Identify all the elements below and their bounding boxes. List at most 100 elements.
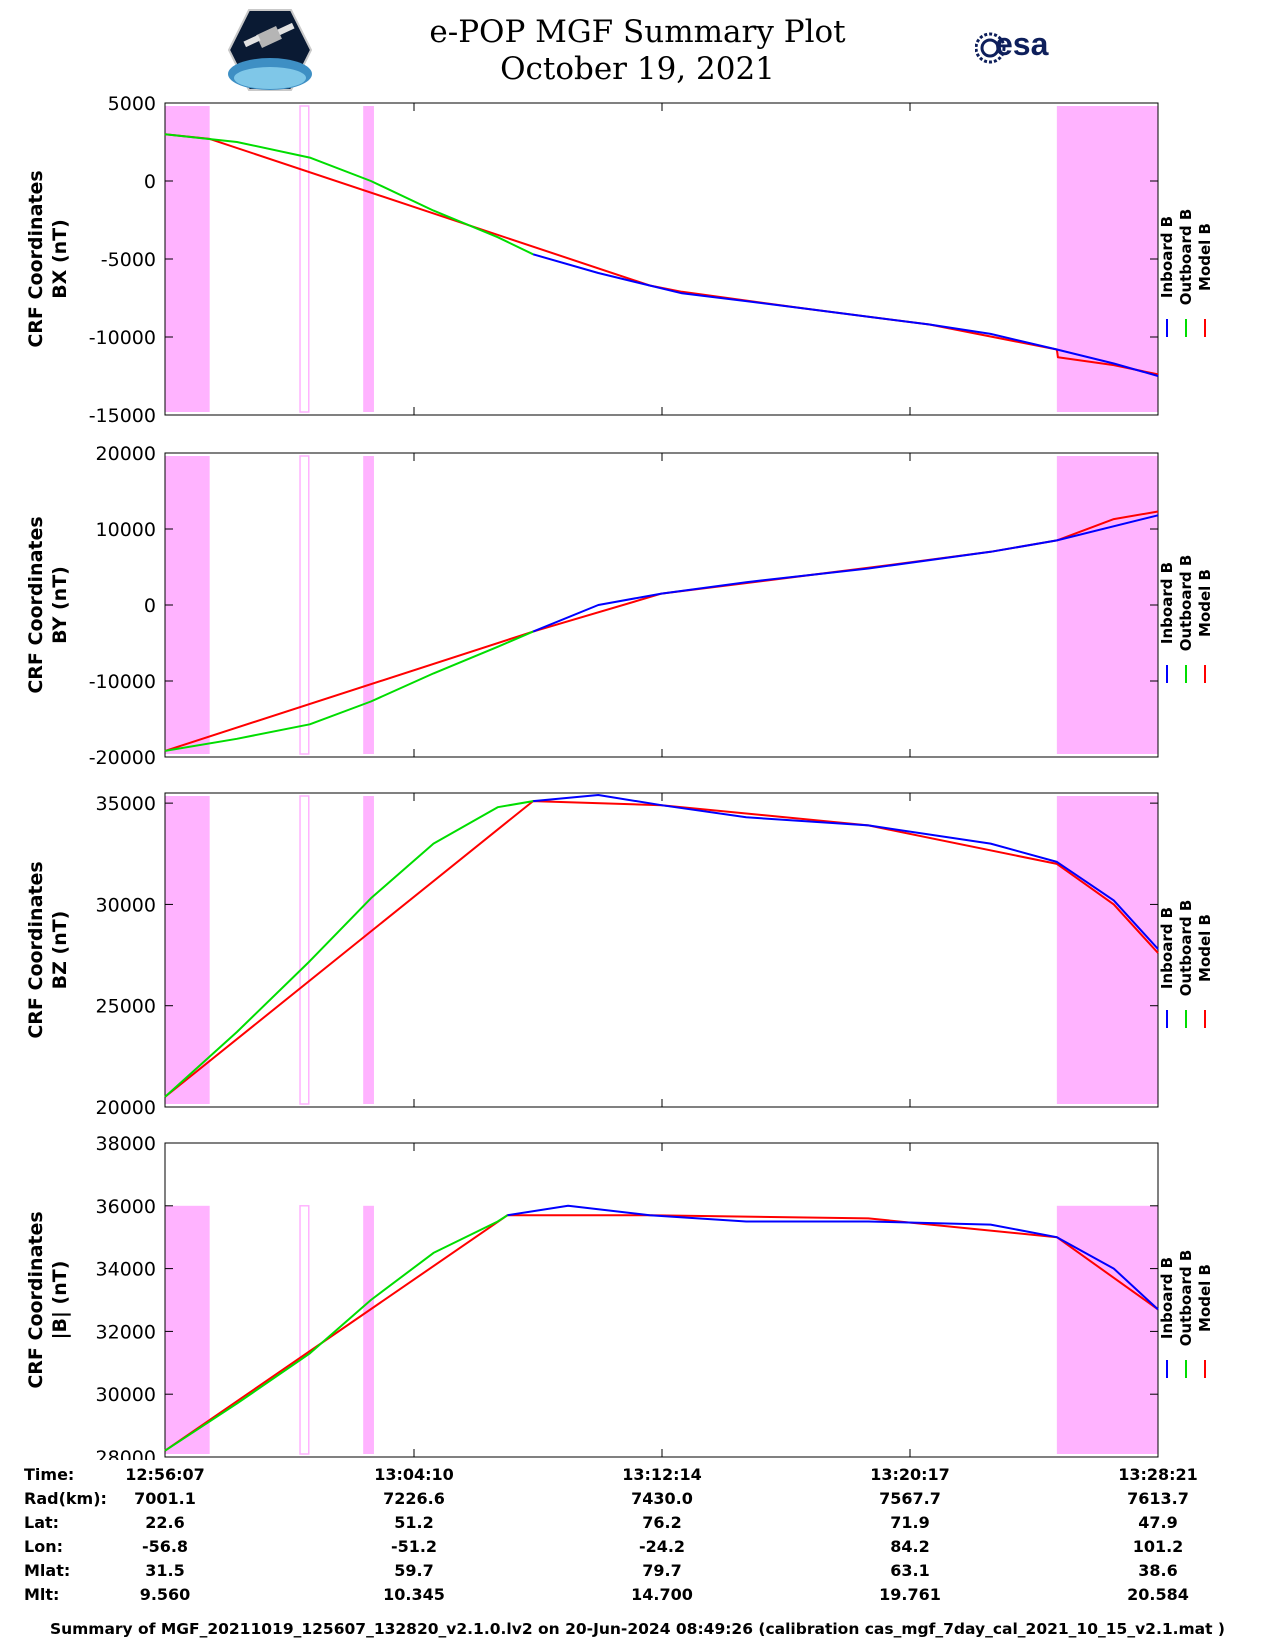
legend-label: Outboard B <box>1177 209 1195 306</box>
shaded-region <box>363 796 374 1104</box>
esa-logo-text: esa <box>995 26 1049 62</box>
info-row-label: Mlat: <box>24 1561 71 1580</box>
y-tick-label: 32000 <box>96 1321 156 1343</box>
y-tick-label: 10000 <box>96 519 156 541</box>
shaded-region <box>1056 456 1158 754</box>
y-axis-label-line: |B| (nT) <box>49 1261 71 1340</box>
info-cell: -56.8 <box>141 1537 189 1556</box>
panel-2: 20000 10000 0 -10000 -20000 CRF Coordinates BY… <box>25 443 1214 769</box>
y-axis-label-line: CRF Coordinates <box>25 170 47 347</box>
y-axis-label-line: BX (nT) <box>49 219 71 299</box>
info-cell: 63.1 <box>890 1561 930 1580</box>
info-row-label: Mlt: <box>24 1585 60 1604</box>
series-line-model-b <box>164 1214 1159 1452</box>
legend-label: Model B <box>1196 914 1214 982</box>
info-cell: 14.700 <box>631 1585 693 1604</box>
plot-frame <box>164 452 1159 758</box>
cassiope-logo <box>227 8 313 96</box>
info-cell: 9.560 <box>139 1585 191 1604</box>
footer-text: Summary of MGF_20211019_125607_132820_v2… <box>49 1620 1226 1638</box>
info-cell: 13:04:10 <box>374 1465 454 1484</box>
panel-3: 35000 30000 25000 20000 CRF Coordinates BZ (n… <box>25 792 1214 1119</box>
series-line-outboard-b <box>164 800 534 1098</box>
y-tick-label: 36000 <box>96 1196 156 1218</box>
plot-frame <box>164 792 1159 1108</box>
info-row-label: Rad(km): <box>24 1489 107 1508</box>
info-row-label: Lon: <box>24 1537 63 1556</box>
shaded-region <box>299 105 310 413</box>
y-axis-label-line: CRF Coordinates <box>25 1211 47 1388</box>
legend-label: Outboard B <box>1177 900 1195 997</box>
y-tick-label: 20000 <box>96 1097 156 1119</box>
info-cell: -24.2 <box>638 1537 686 1556</box>
shaded-region <box>363 106 374 412</box>
shaded-region <box>1056 106 1158 412</box>
info-cell: 13:12:14 <box>622 1465 702 1484</box>
info-cell: 51.2 <box>394 1513 434 1532</box>
y-tick-label: 0 <box>144 171 156 193</box>
shaded-region <box>299 795 310 1105</box>
y-axis-label: CRF Coordinates |B| (nT) <box>25 1211 71 1388</box>
legend-label: Model B <box>1196 223 1214 291</box>
y-axis-label-line: CRF Coordinates <box>25 516 47 693</box>
panel-1: 5000 0 -5000 -10000 -15000 CRF Coordinates BX … <box>25 93 1214 427</box>
info-cell: 19.761 <box>879 1585 941 1604</box>
y-axis-label-line: BY (nT) <box>49 566 71 644</box>
info-cell: 7430.0 <box>631 1489 693 1508</box>
legend-label: Model B <box>1196 569 1214 637</box>
info-row-label: Lat: <box>24 1513 60 1532</box>
y-tick-label: 20000 <box>96 443 156 465</box>
info-cell: 79.7 <box>642 1561 682 1580</box>
shaded-region <box>165 1205 210 1454</box>
y-tick-label: -10000 <box>89 327 156 349</box>
legend-label: Model B <box>1196 1264 1214 1332</box>
info-cell: 7567.7 <box>879 1489 941 1508</box>
y-tick-label: 35000 <box>96 793 156 815</box>
y-tick-label: -15000 <box>89 405 156 427</box>
y-axis-label-line: BZ (nT) <box>49 911 71 990</box>
series-line-outboard-b <box>164 630 534 752</box>
legend-label: Inboard B <box>1158 1257 1176 1339</box>
shaded-region <box>299 455 310 755</box>
y-tick-label: 5000 <box>108 93 156 115</box>
info-row-label: Time: <box>24 1465 75 1484</box>
y-axis-label-line: CRF Coordinates <box>25 861 47 1038</box>
series-line-outboard-b <box>164 1214 509 1452</box>
plot-frame <box>164 102 1159 416</box>
series-line-inboard-b <box>532 253 1159 377</box>
info-cell: 31.5 <box>145 1561 185 1580</box>
shaded-region <box>299 1205 310 1455</box>
series-line-inboard-b <box>532 514 1159 633</box>
info-cell: 10.345 <box>383 1585 445 1604</box>
y-tick-label: 28000 <box>96 1447 156 1460</box>
legend-label: Outboard B <box>1177 555 1195 652</box>
page-title: e-POP MGF Summary Plot October 19, 2021 <box>0 14 1275 88</box>
info-cell: 59.7 <box>394 1561 434 1580</box>
info-cell: 38.6 <box>1138 1561 1178 1580</box>
series-line-model-b <box>164 510 1159 752</box>
esa-logo: esa <box>974 26 1048 70</box>
series-line-model-b <box>164 800 1159 1098</box>
shaded-region <box>363 456 374 754</box>
shaded-region <box>363 1205 374 1454</box>
series-line-outboard-b <box>164 133 534 256</box>
legend-label: Outboard B <box>1177 1250 1195 1347</box>
y-tick-label: 34000 <box>96 1259 156 1281</box>
info-cell: 13:28:21 <box>1118 1465 1198 1484</box>
y-tick-label: -5000 <box>101 249 156 271</box>
y-tick-label: -20000 <box>89 747 156 769</box>
title-line-2: October 19, 2021 <box>500 51 775 87</box>
legend-label: Inboard B <box>1158 907 1176 989</box>
y-tick-label: 0 <box>144 595 156 617</box>
info-cell: 22.6 <box>145 1513 185 1532</box>
info-cell: 47.9 <box>1138 1513 1178 1532</box>
info-cell: 7001.1 <box>134 1489 196 1508</box>
panel-4: 38000 36000 34000 32000 30000 28000 CRF Coordi… <box>25 1133 1214 1460</box>
y-tick-label: -10000 <box>89 671 156 693</box>
info-cell: 7613.7 <box>1127 1489 1189 1508</box>
info-cell: 20.584 <box>1127 1585 1189 1604</box>
shaded-region <box>165 796 210 1104</box>
info-cell: 7226.6 <box>383 1489 445 1508</box>
y-tick-label: 38000 <box>96 1133 156 1155</box>
